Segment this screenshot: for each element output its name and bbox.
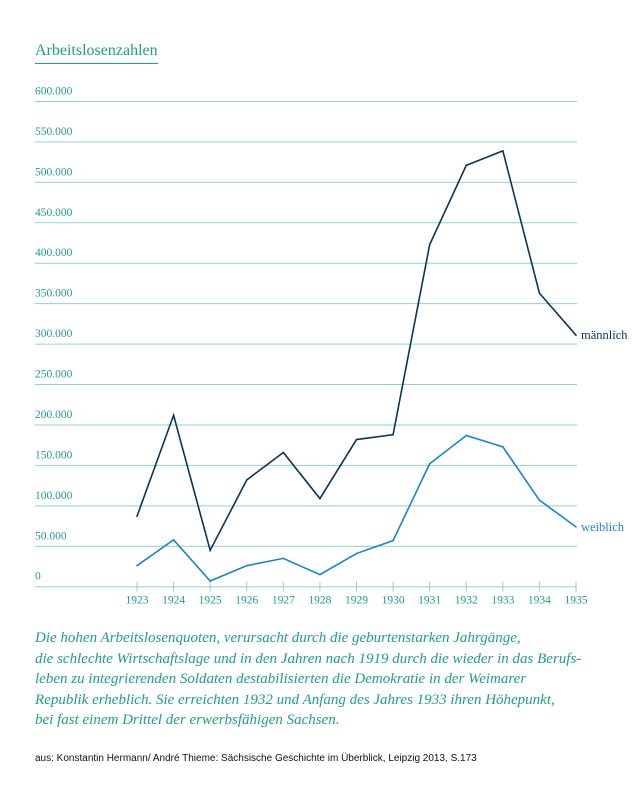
caption-line: bei fast einem Drittel der erwerbsfähige… [35, 712, 340, 728]
series-label: männlich [581, 328, 628, 342]
x-tick-label: 1930 [382, 595, 405, 607]
data-point [355, 438, 358, 441]
data-point [319, 573, 321, 576]
x-tick-label: 1926 [235, 595, 258, 607]
x-tick-label: 1927 [272, 595, 295, 607]
caption-line: leben zu integrierenden Soldaten destabi… [35, 671, 527, 687]
data-point [465, 164, 468, 167]
y-tick-label: 300.000 [35, 328, 73, 340]
x-tick-label: 1933 [491, 595, 514, 607]
source-citation: aus: Konstantin Hermann/ André Thieme: S… [35, 753, 477, 764]
data-point [428, 462, 431, 465]
x-tick-label: 1934 [528, 595, 551, 607]
y-tick-label: 350.000 [35, 288, 73, 300]
y-tick-label: 600.000 [35, 86, 73, 98]
data-point [209, 549, 211, 552]
data-point [355, 552, 358, 555]
series-line-männlich [136, 149, 577, 553]
data-point [538, 499, 541, 501]
y-tick-label: 400.000 [35, 247, 73, 259]
data-point [575, 526, 577, 528]
data-point [392, 539, 394, 542]
data-point [209, 580, 211, 582]
x-tick-label: 1928 [308, 595, 331, 607]
data-point [282, 451, 285, 454]
y-tick-label: 550.000 [35, 126, 73, 138]
y-tick-label: 450.000 [35, 207, 73, 219]
x-tick-label: 1932 [455, 595, 478, 607]
data-point [538, 292, 541, 294]
data-point [465, 434, 468, 437]
caption-line: die schlechte Wirtschaftslage und in den… [35, 650, 582, 667]
y-tick-label: 0 [35, 571, 41, 583]
caption: Die hohen Arbeitslosenquoten, verursacht… [35, 628, 625, 731]
x-tick-label: 1923 [126, 595, 149, 607]
caption-line: Republik erheblich. Sie erreichten 1932 … [35, 691, 555, 708]
data-point [245, 564, 248, 567]
line-chart: 0 50.000 100.000 150.000 200.000 250.000 300.0… [35, 86, 628, 607]
y-tick-label: 250.000 [35, 369, 73, 381]
y-tick-label: 150.000 [35, 449, 73, 461]
y-tick-label: 200.000 [35, 409, 73, 421]
data-point [428, 243, 431, 246]
data-point [172, 538, 175, 541]
data-point [136, 515, 138, 518]
data-point [392, 433, 394, 436]
data-point [502, 150, 504, 152]
data-point [172, 414, 175, 417]
y-tick-label: 50.000 [35, 530, 67, 542]
data-point [245, 479, 248, 481]
data-point [136, 564, 138, 567]
data-point [502, 446, 504, 448]
series-label: weiblich [581, 520, 625, 534]
x-tick-label: 1931 [418, 595, 441, 607]
y-tick-label: 100.000 [35, 490, 73, 502]
data-point [282, 557, 285, 560]
y-tick-label: 500.000 [35, 166, 73, 178]
x-tick-label: 1929 [345, 595, 368, 607]
data-point [319, 497, 321, 500]
caption-line: Die hohen Arbeitslosenquoten, verursacht… [35, 630, 521, 646]
data-point [575, 334, 577, 337]
chart-title: Arbeitslosenzahlen [35, 42, 158, 64]
x-tick-label: 1935 [565, 595, 588, 607]
x-tick-label: 1924 [162, 595, 185, 607]
series-line-weiblich [136, 434, 577, 582]
x-tick-label: 1925 [199, 595, 222, 607]
